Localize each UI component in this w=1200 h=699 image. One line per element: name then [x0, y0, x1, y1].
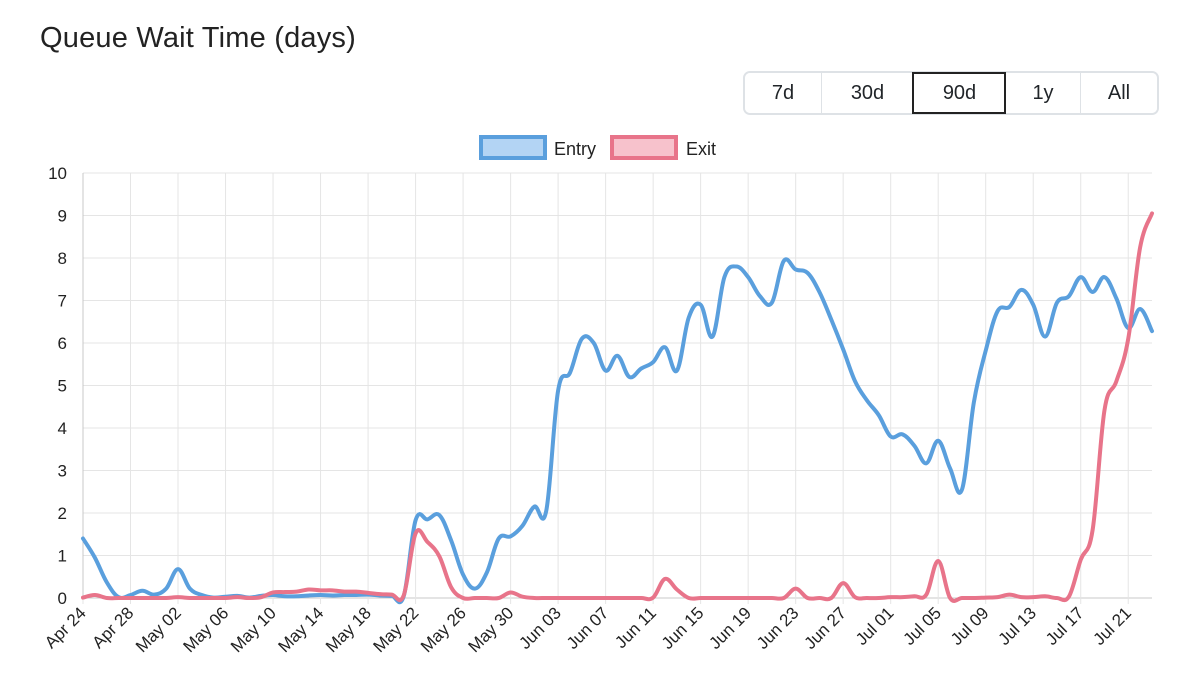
x-tick-label: Jul 13 — [995, 603, 1041, 649]
x-tick-label: May 02 — [132, 603, 185, 656]
x-tick-label: May 14 — [275, 603, 328, 656]
series-line-entry — [81, 257, 1154, 605]
legend-label: Exit — [686, 139, 716, 159]
y-axis: 0 1 2 3 4 5 6 7 8 9 10 — [48, 164, 67, 608]
x-tick-label: May 26 — [417, 603, 470, 656]
legend-swatch — [610, 135, 678, 160]
legend-item-exit: Exit — [610, 135, 716, 160]
x-tick-label: Jun 03 — [515, 603, 565, 653]
series-line-exit — [81, 211, 1154, 603]
series-exit — [81, 211, 1154, 603]
x-tick-label: Apr 28 — [88, 603, 137, 652]
range-7d-button[interactable]: 7d — [745, 73, 821, 113]
y-tick-label: 2 — [58, 504, 67, 523]
legend: Entry Exit — [479, 135, 716, 160]
y-tick-label: 7 — [58, 292, 67, 311]
time-range-selector: 7d 30d 90d 1y All — [743, 71, 1159, 115]
x-tick-label: Jul 05 — [900, 603, 946, 649]
legend-label: Entry — [554, 139, 596, 159]
range-all-button[interactable]: All — [1080, 73, 1157, 113]
legend-swatch — [479, 135, 547, 160]
x-tick-label: Jun 27 — [800, 603, 850, 653]
x-tick-label: Jul 01 — [852, 603, 898, 649]
y-tick-label: 3 — [58, 462, 67, 481]
x-tick-label: May 18 — [322, 603, 375, 656]
x-tick-label: Jun 07 — [563, 603, 613, 653]
y-tick-label: 0 — [58, 589, 67, 608]
legend-item-entry: Entry — [479, 135, 596, 160]
x-tick-label: Jun 11 — [611, 603, 660, 652]
y-tick-label: 9 — [58, 207, 67, 226]
x-tick-label: May 06 — [180, 603, 233, 656]
x-tick-label: Jun 15 — [658, 603, 708, 653]
x-tick-label: Jun 19 — [705, 603, 755, 653]
y-tick-label: 10 — [48, 164, 67, 183]
y-tick-label: 8 — [58, 249, 67, 268]
range-90d-button[interactable]: 90d — [912, 72, 1006, 114]
x-tick-label: Apr 24 — [41, 603, 90, 652]
page-title: Queue Wait Time (days) — [40, 22, 356, 54]
grid — [82, 172, 1152, 604]
x-tick-label: Jun 23 — [753, 603, 803, 653]
x-tick-label: Jul 21 — [1090, 603, 1136, 649]
x-tick-label: Jul 09 — [947, 603, 993, 649]
x-tick-label: May 10 — [227, 603, 280, 656]
range-1y-button[interactable]: 1y — [1005, 73, 1080, 113]
y-tick-label: 5 — [58, 377, 67, 396]
y-tick-label: 1 — [58, 547, 67, 566]
x-tick-label: May 30 — [465, 603, 518, 656]
x-tick-label: May 22 — [370, 603, 423, 656]
range-30d-button[interactable]: 30d — [821, 73, 913, 113]
y-tick-label: 6 — [58, 334, 67, 353]
y-tick-label: 4 — [58, 419, 67, 438]
series-entry — [81, 257, 1154, 605]
x-tick-label: Jul 17 — [1042, 603, 1088, 649]
